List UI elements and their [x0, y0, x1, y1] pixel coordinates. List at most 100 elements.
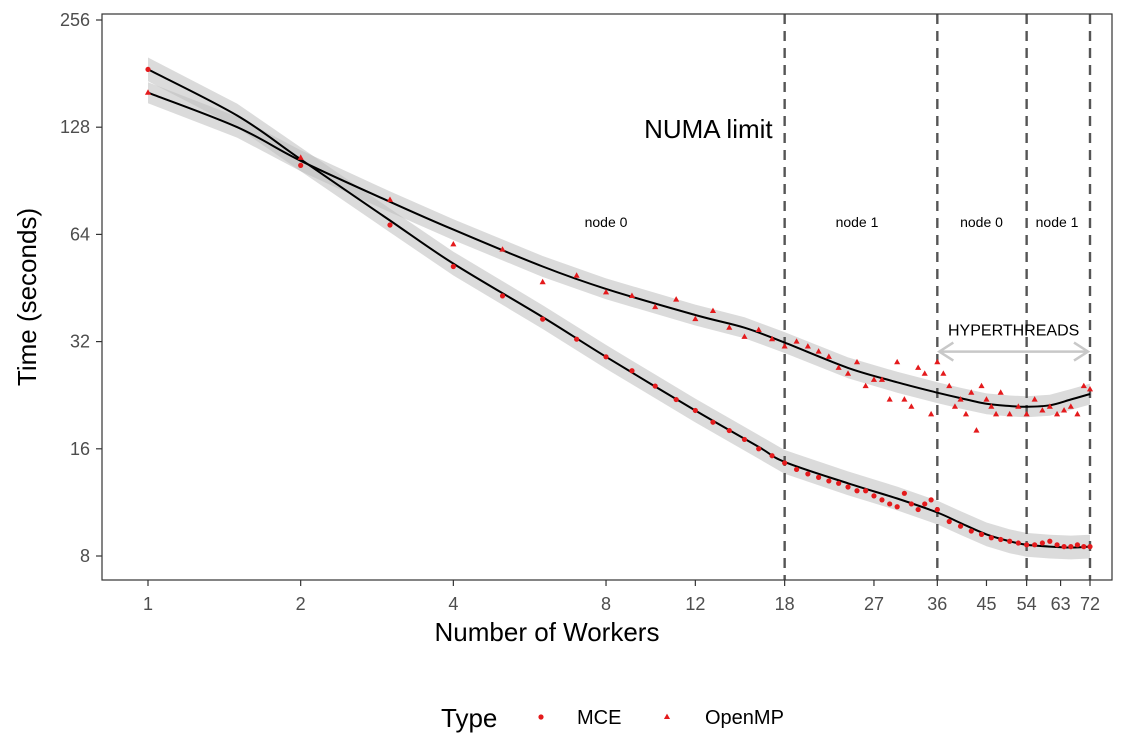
data-point-mce — [574, 336, 580, 342]
data-point-mce — [1039, 540, 1045, 546]
data-point-mce — [863, 488, 869, 494]
data-point-openmp — [781, 343, 788, 349]
data-point-mce — [879, 497, 885, 503]
data-point-openmp — [921, 370, 928, 376]
data-point-openmp — [946, 382, 953, 389]
data-point-mce — [145, 66, 151, 73]
data-point-mce — [726, 427, 732, 434]
vertical-reference-lines — [783, 14, 1092, 580]
data-point-mce — [793, 466, 800, 473]
x-tick-label: 2 — [296, 594, 306, 614]
x-tick-label: 72 — [1080, 594, 1100, 614]
y-tick-label: 128 — [60, 117, 90, 137]
y-tick-label: 16 — [70, 439, 90, 459]
data-point-openmp — [992, 410, 1000, 417]
data-point-mce — [946, 518, 952, 525]
data-point-openmp — [973, 427, 980, 433]
data-point-openmp — [1054, 410, 1061, 417]
data-point-openmp — [726, 324, 733, 330]
data-point-mce — [836, 480, 842, 486]
data-points — [144, 66, 1094, 550]
plot-panel-border — [101, 13, 1113, 581]
data-point-openmp — [815, 348, 822, 354]
legend-openmp-label: OpenMP — [705, 707, 784, 729]
data-point-mce — [741, 436, 748, 443]
data-point-mce — [540, 316, 546, 322]
data-point-openmp — [915, 364, 922, 370]
data-point-mce — [928, 497, 934, 503]
data-point-openmp — [297, 154, 304, 160]
data-point-openmp — [144, 89, 152, 95]
data-point-mce — [298, 162, 304, 168]
x-tick-label: 1 — [143, 594, 153, 614]
x-axis-title: Number of Workers — [435, 617, 660, 647]
data-point-openmp — [1006, 410, 1013, 417]
legend-mce-key — [538, 714, 544, 720]
data-point-openmp — [673, 296, 680, 302]
data-point-mce — [692, 407, 698, 414]
data-point-mce — [805, 471, 811, 477]
legend-title: Type — [441, 703, 497, 733]
data-point-mce — [1081, 544, 1087, 550]
data-point-mce — [1087, 544, 1093, 550]
data-point-mce — [1074, 542, 1081, 548]
data-point-openmp — [573, 272, 580, 278]
data-point-openmp — [886, 396, 893, 402]
data-point-openmp — [978, 382, 985, 389]
y-axis-title: Time (seconds) — [12, 208, 42, 386]
data-point-mce — [826, 478, 832, 484]
data-point-mce — [603, 354, 609, 360]
data-point-openmp — [1046, 403, 1053, 409]
data-point-mce — [901, 490, 907, 496]
data-point-openmp — [844, 370, 852, 376]
data-point-mce — [1061, 544, 1067, 550]
data-point-mce — [499, 293, 506, 299]
data-point-openmp — [1074, 410, 1081, 417]
data-point-openmp — [901, 396, 908, 402]
x-axis-ticks: 1 2 4 8 12 18 27 36 45 54 63 72 — [143, 580, 1100, 614]
data-point-openmp — [1060, 407, 1068, 413]
data-point-mce — [988, 535, 994, 541]
data-point-mce — [1015, 540, 1021, 546]
data-point-mce — [854, 488, 860, 494]
region-label-node0-b: node 0 — [960, 214, 1003, 230]
y-tick-label: 256 — [60, 10, 90, 30]
data-point-mce — [387, 222, 393, 228]
data-point-openmp — [1031, 396, 1038, 402]
x-tick-label: 36 — [927, 594, 947, 614]
hyperthreads-arrow-head-right — [1073, 341, 1091, 362]
data-point-mce — [915, 506, 921, 513]
data-point-openmp — [628, 292, 636, 298]
legend: Type MCE OpenMP — [441, 703, 784, 733]
data-point-openmp — [853, 358, 861, 365]
data-point-mce — [782, 460, 788, 466]
x-tick-label: 12 — [685, 594, 705, 614]
data-point-openmp — [870, 376, 878, 382]
data-point-mce — [998, 536, 1004, 543]
x-tick-label: 4 — [448, 594, 458, 614]
data-point-openmp — [1023, 410, 1030, 417]
data-point-mce — [769, 453, 775, 459]
data-point-openmp — [804, 343, 811, 349]
data-point-openmp — [940, 370, 947, 376]
data-point-openmp — [997, 389, 1004, 395]
y-tick-label: 8 — [80, 546, 90, 566]
data-point-openmp — [962, 410, 970, 417]
data-point-openmp — [755, 326, 762, 333]
confidence-bands — [148, 57, 1090, 560]
y-tick-label: 64 — [70, 224, 90, 244]
data-point-openmp — [825, 353, 832, 359]
data-point-openmp — [539, 278, 546, 285]
legend-openmp-key — [663, 713, 671, 720]
data-point-openmp — [450, 240, 457, 247]
data-point-mce — [1007, 538, 1013, 544]
data-point-openmp — [951, 403, 959, 409]
data-point-mce — [887, 501, 893, 507]
data-point-mce — [1047, 538, 1053, 544]
x-tick-label: 63 — [1051, 594, 1071, 614]
x-tick-label: 8 — [601, 594, 611, 614]
data-point-openmp — [988, 403, 995, 409]
data-point-mce — [934, 506, 940, 513]
data-point-openmp — [928, 410, 935, 417]
